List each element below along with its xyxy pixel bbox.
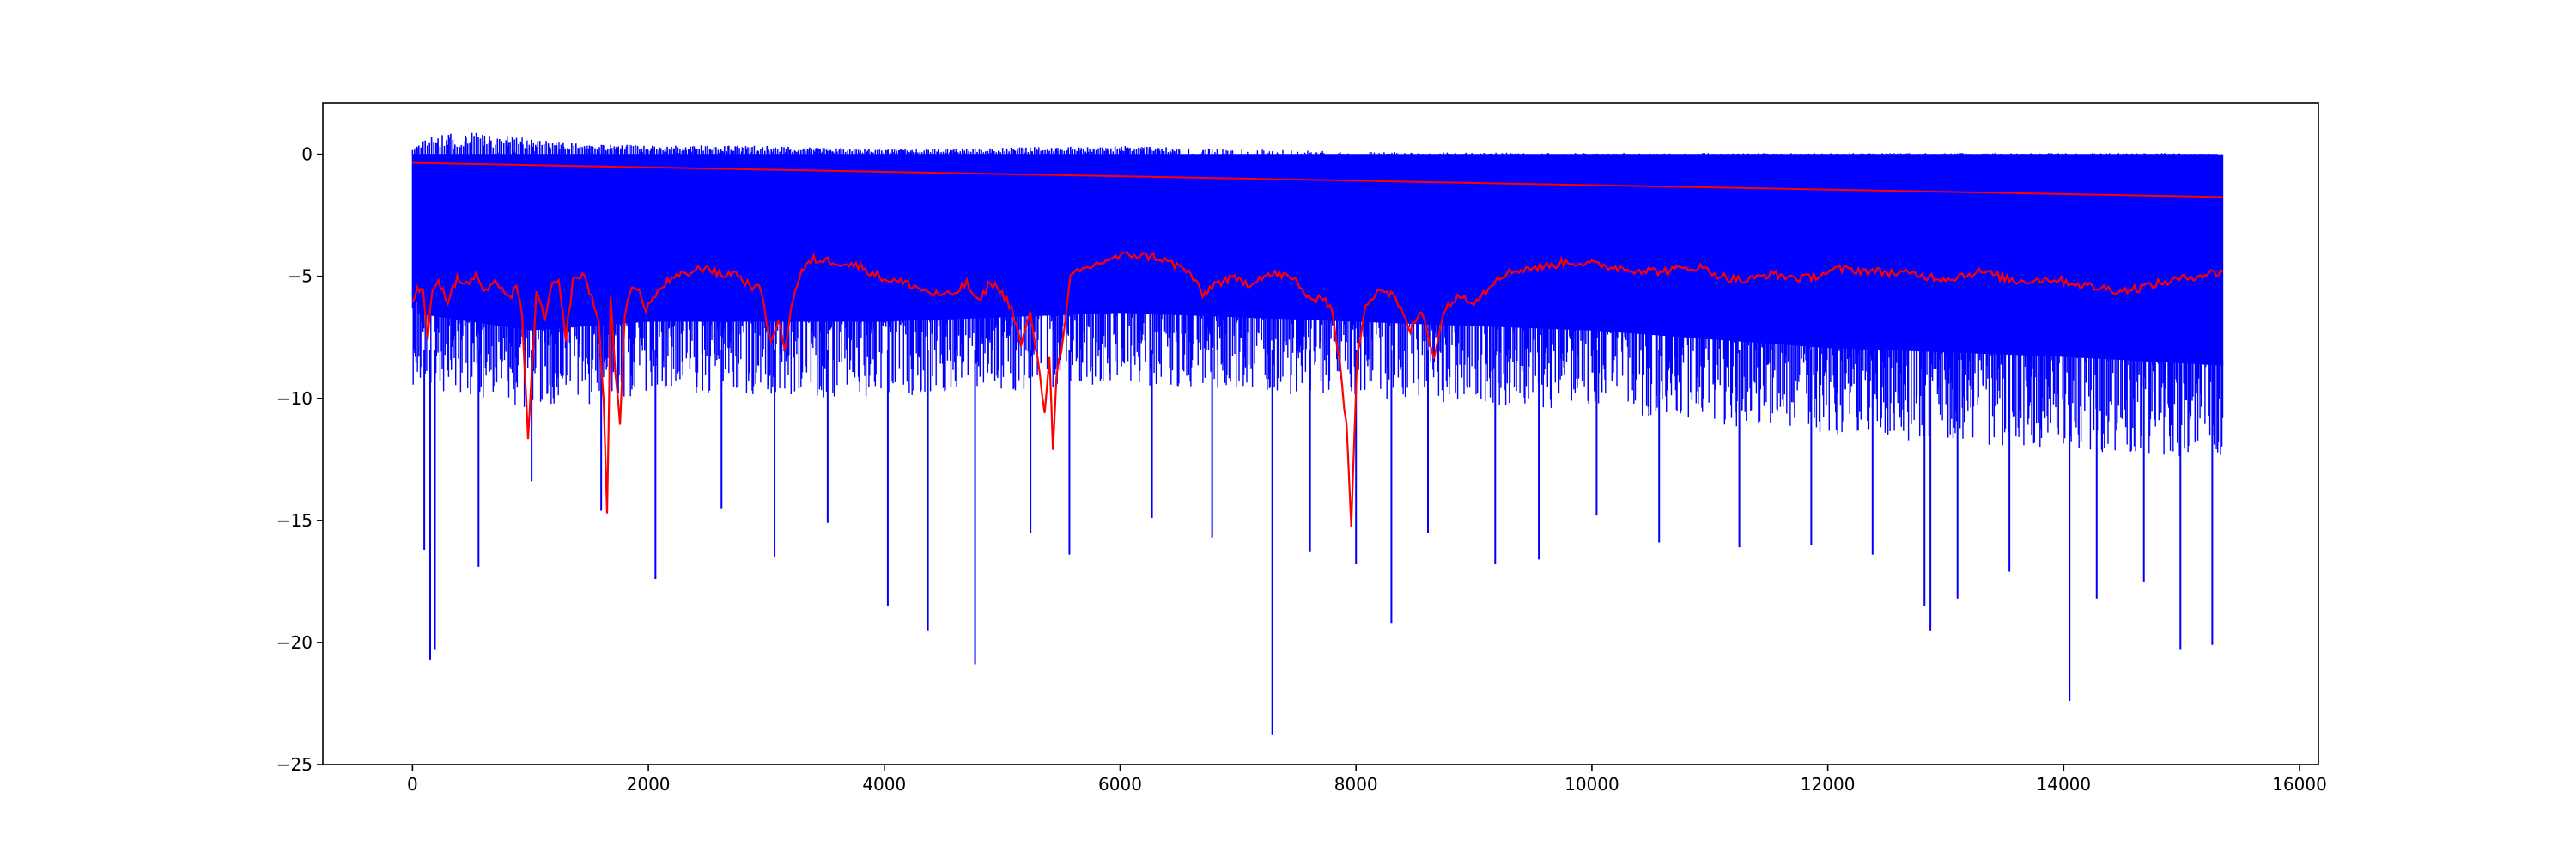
x-tick-label: 8000 (1334, 774, 1378, 795)
plot-frame (322, 102, 2319, 765)
x-tick-label: 12000 (1801, 774, 1856, 795)
axes-layer: 0 2000 4000 6000 8000 10000 12000 14000 16000 0 −5… (276, 102, 2327, 795)
y-tick-label: 0 (301, 144, 313, 165)
x-tick-label: 16000 (2272, 774, 2327, 795)
x-tick-label: 0 (407, 774, 418, 795)
y-tick-label: −5 (288, 266, 313, 287)
x-tick-label: 6000 (1098, 774, 1142, 795)
y-tick-label: −10 (276, 388, 313, 409)
red-average-line (411, 251, 2224, 527)
blue-series-oscillation (411, 135, 2224, 456)
red-trend-line (412, 161, 2223, 198)
y-tick-label: −25 (276, 754, 313, 775)
x-tick-label: 2000 (627, 774, 671, 795)
y-tick-label: −15 (276, 510, 313, 531)
y-tick-label: −20 (276, 632, 313, 653)
data-layer (411, 132, 2224, 735)
x-tick-label: 14000 (2037, 774, 2092, 795)
x-tick-label: 10000 (1564, 774, 1619, 795)
x-tick-label: 4000 (862, 774, 906, 795)
blue-series-peaks (411, 132, 1180, 155)
